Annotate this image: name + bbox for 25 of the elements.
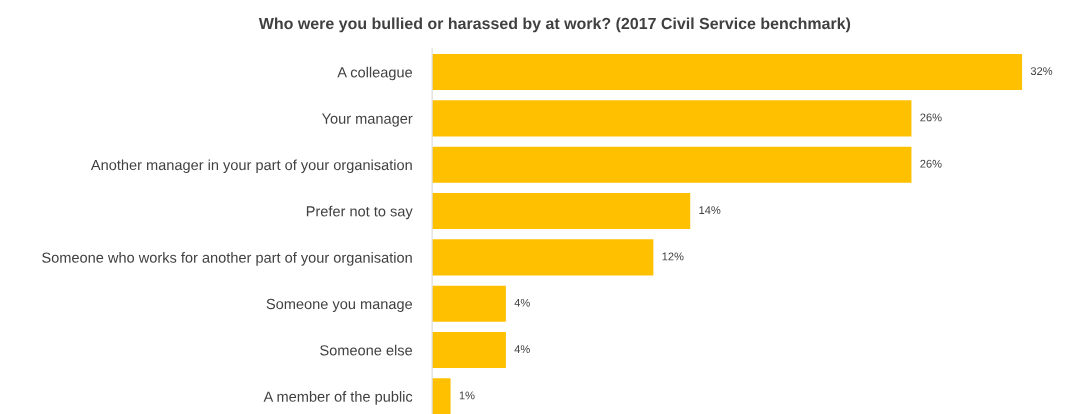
bar — [432, 192, 691, 230]
bar — [432, 146, 912, 183]
y-tick-label: Another manager in your part of your organisation — [90, 159, 412, 174]
data-label: 26% — [920, 159, 942, 168]
y-tick-label: Someone who works for another part of your organisation — [42, 252, 412, 266]
bar — [432, 53, 1023, 91]
bar — [432, 378, 451, 414]
bar — [432, 331, 506, 369]
bar — [432, 100, 912, 137]
data-label: 14% — [699, 206, 721, 214]
y-tick-label: Prefer not to say — [306, 205, 413, 220]
bar — [432, 239, 654, 276]
bar — [432, 285, 506, 322]
y-tick-label: Someone you manage — [266, 298, 413, 313]
chart-title: Who were you bullied or harassed by at work? (2017 Civil Service benchmark) — [258, 17, 851, 33]
data-label: 1% — [459, 391, 475, 400]
y-tick-label: A colleague — [337, 66, 413, 81]
y-tick-label: Your manager — [321, 113, 413, 127]
data-label: 26% — [920, 113, 942, 122]
y-tick-label: Someone else — [320, 344, 413, 356]
data-label: 4% — [514, 345, 530, 353]
data-label: 32% — [1030, 67, 1053, 75]
y-tick-label: A member of the public — [263, 391, 413, 405]
data-label: 12% — [662, 252, 684, 261]
data-label: 4% — [514, 298, 530, 307]
